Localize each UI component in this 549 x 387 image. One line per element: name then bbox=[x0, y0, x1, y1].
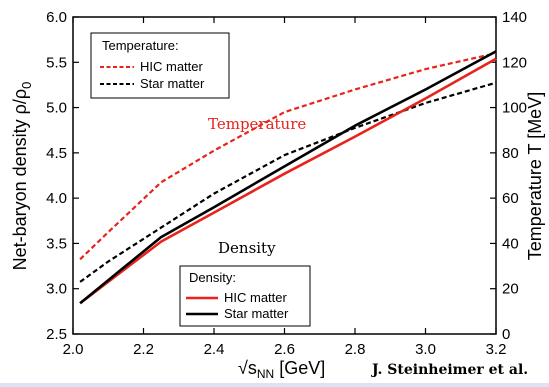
y-right-tick-label: 20 bbox=[502, 281, 519, 298]
series-line-temperature-star-matter bbox=[79, 81, 497, 283]
x-axis-title: √sNN [GeV] bbox=[238, 358, 325, 381]
legend-temperature-box bbox=[90, 32, 230, 99]
legend-density-hic-label: HIC matter bbox=[224, 290, 288, 305]
legend-density-box bbox=[179, 265, 311, 327]
x-tick-label: 2.2 bbox=[133, 341, 154, 358]
x-tick-label: 2.4 bbox=[204, 341, 225, 358]
series-group bbox=[79, 50, 497, 305]
x-tick-label: 2.6 bbox=[274, 341, 295, 358]
y-axis-left-title: Net-baryon density ρ/ρ0 bbox=[10, 82, 34, 271]
y-left-tick-label: 4.0 bbox=[46, 190, 67, 207]
y-right-tick-label: 140 bbox=[502, 9, 527, 26]
legend-temperature: Temperature: HIC matter Star matter bbox=[90, 32, 230, 99]
legend-temp-hic-label: HIC matter bbox=[140, 59, 204, 74]
legend-density-title: Density: bbox=[189, 270, 236, 285]
y-right-tick-label: 40 bbox=[502, 235, 519, 252]
y-left-tick-label: 3.5 bbox=[46, 235, 67, 252]
legend-temp-star-label: Star matter bbox=[140, 76, 205, 91]
y-right-tick-label: 80 bbox=[502, 145, 519, 162]
y-right-tick-label: 60 bbox=[502, 190, 519, 207]
y-right-tick-label: 0 bbox=[502, 326, 510, 343]
legend-temperature-title: Temperature: bbox=[102, 38, 179, 53]
bottom-rule bbox=[0, 383, 549, 387]
x-tick-label: 2.8 bbox=[345, 341, 366, 358]
y-left-tick-label: 5.0 bbox=[46, 100, 67, 117]
density-annotation: Density bbox=[218, 239, 276, 257]
y-left-tick-label: 3.0 bbox=[46, 281, 67, 298]
legend-density: Density: HIC matter Star matter bbox=[179, 265, 311, 327]
y-left-tick-label: 4.5 bbox=[46, 145, 67, 162]
temperature-annotation: Temperature bbox=[208, 115, 306, 133]
series-line-density-hic-matter bbox=[79, 57, 497, 305]
credit-text: J. Steinheimer et al. bbox=[370, 362, 528, 378]
x-tick-label: 3.2 bbox=[486, 341, 507, 358]
legend-density-star-label: Star matter bbox=[224, 306, 289, 321]
series-line-density-star-matter bbox=[79, 50, 497, 305]
y-right-tick-label: 100 bbox=[502, 100, 527, 117]
ticks-group: 2.0 2.2 2.4 2.6 2.8 3.0 3.2 2.5 3.0 3.5 4.0 4.5 5.0 5… bbox=[46, 9, 527, 358]
y-left-tick-label: 2.5 bbox=[46, 326, 67, 343]
y-left-tick-label: 6.0 bbox=[46, 9, 67, 26]
y-right-tick-label: 120 bbox=[502, 54, 527, 71]
y-left-tick-label: 5.5 bbox=[46, 54, 67, 71]
x-tick-label: 3.0 bbox=[415, 341, 436, 358]
y-axis-right-title: Temperature T [MeV] bbox=[525, 92, 545, 260]
series-line-temperature-hic-matter bbox=[79, 52, 497, 261]
x-tick-label: 2.0 bbox=[63, 341, 84, 358]
